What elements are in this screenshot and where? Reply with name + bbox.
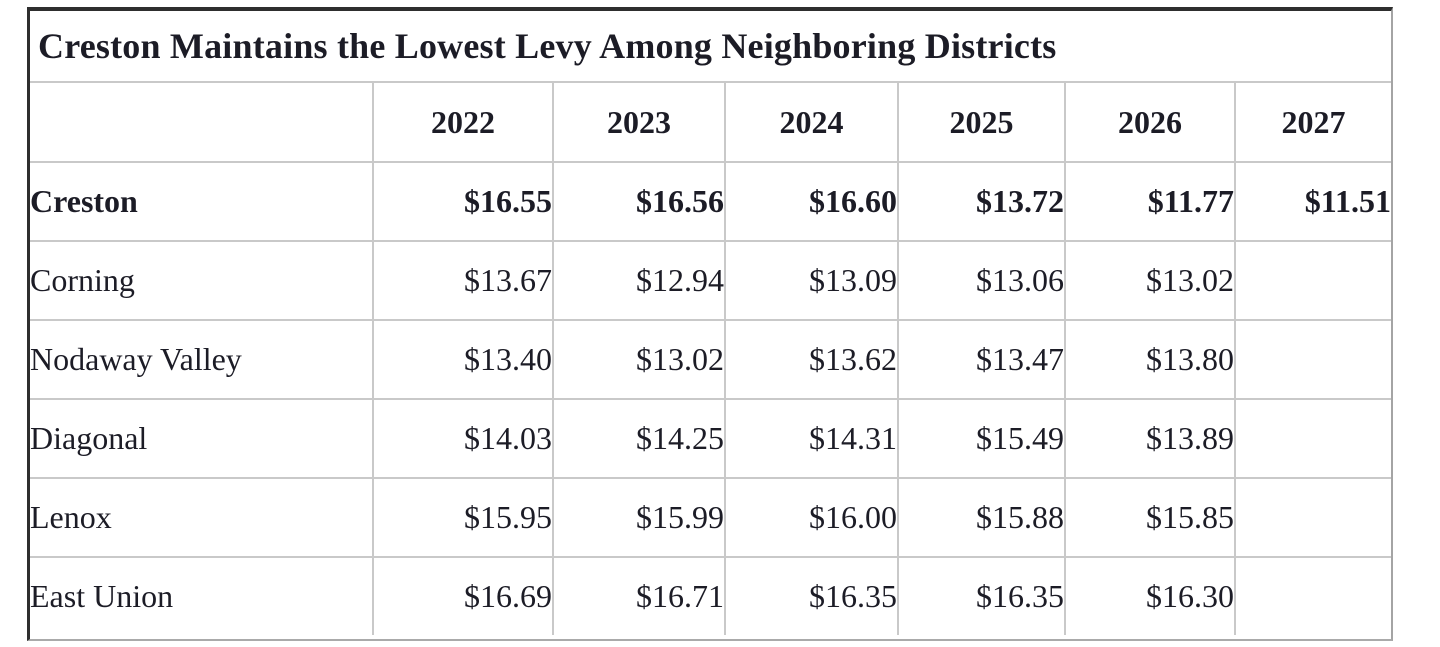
year-header-2024: 2024 — [724, 83, 899, 163]
district-name: Lenox — [30, 477, 374, 558]
levy-value: $13.47 — [897, 319, 1066, 400]
levy-value: $13.67 — [372, 240, 554, 321]
levy-value: $13.72 — [897, 161, 1066, 242]
table-row-nodaway-valley: Nodaway Valley $13.40 $13.02 $13.62 $13.… — [30, 319, 1391, 400]
levy-value: $13.02 — [1064, 240, 1236, 321]
table-row-diagonal: Diagonal $14.03 $14.25 $14.31 $15.49 $13… — [30, 398, 1391, 479]
levy-value: $13.02 — [552, 319, 726, 400]
table-title: Creston Maintains the Lowest Levy Among … — [30, 11, 1391, 83]
year-header-2027: 2027 — [1234, 83, 1391, 163]
levy-value: $13.62 — [724, 319, 899, 400]
levy-value: $15.85 — [1064, 477, 1236, 558]
year-header-2025: 2025 — [897, 83, 1066, 163]
levy-value: $16.30 — [1064, 556, 1236, 635]
table-row-corning: Corning $13.67 $12.94 $13.09 $13.06 $13.… — [30, 240, 1391, 321]
year-header-row: 2022 2023 2024 2025 2026 2027 — [30, 83, 1391, 163]
levy-value: $14.03 — [372, 398, 554, 479]
district-name: Nodaway Valley — [30, 319, 374, 400]
levy-value: $15.88 — [897, 477, 1066, 558]
levy-value: $16.60 — [724, 161, 899, 242]
levy-value: $13.09 — [724, 240, 899, 321]
levy-value: $14.31 — [724, 398, 899, 479]
levy-value: $16.00 — [724, 477, 899, 558]
levy-value: $15.95 — [372, 477, 554, 558]
levy-value: $11.51 — [1234, 161, 1391, 242]
year-header-2026: 2026 — [1064, 83, 1236, 163]
levy-grid: 2022 2023 2024 2025 2026 2027 Creston $1… — [30, 83, 1391, 635]
table-row-east-union: East Union $16.69 $16.71 $16.35 $16.35 $… — [30, 556, 1391, 635]
levy-value — [1234, 556, 1391, 635]
district-name: Diagonal — [30, 398, 374, 479]
levy-value: $14.25 — [552, 398, 726, 479]
levy-value: $13.89 — [1064, 398, 1236, 479]
levy-comparison-table: Creston Maintains the Lowest Levy Among … — [27, 7, 1393, 641]
levy-value: $13.40 — [372, 319, 554, 400]
table-row-lenox: Lenox $15.95 $15.99 $16.00 $15.88 $15.85 — [30, 477, 1391, 558]
levy-value: $15.49 — [897, 398, 1066, 479]
levy-value: $11.77 — [1064, 161, 1236, 242]
levy-value — [1234, 240, 1391, 321]
table-row-creston: Creston $16.55 $16.56 $16.60 $13.72 $11.… — [30, 161, 1391, 242]
levy-value: $12.94 — [552, 240, 726, 321]
levy-value — [1234, 319, 1391, 400]
year-header-2022: 2022 — [372, 83, 554, 163]
levy-value: $15.99 — [552, 477, 726, 558]
levy-value: $16.35 — [724, 556, 899, 635]
levy-value: $16.71 — [552, 556, 726, 635]
levy-value: $13.80 — [1064, 319, 1236, 400]
levy-value — [1234, 398, 1391, 479]
district-name: East Union — [30, 556, 374, 635]
levy-value: $13.06 — [897, 240, 1066, 321]
levy-value: $16.35 — [897, 556, 1066, 635]
levy-value: $16.69 — [372, 556, 554, 635]
year-header-2023: 2023 — [552, 83, 726, 163]
district-name: Corning — [30, 240, 374, 321]
district-name: Creston — [30, 161, 374, 242]
levy-value: $16.56 — [552, 161, 726, 242]
levy-value: $16.55 — [372, 161, 554, 242]
corner-cell — [30, 83, 374, 163]
levy-value — [1234, 477, 1391, 558]
